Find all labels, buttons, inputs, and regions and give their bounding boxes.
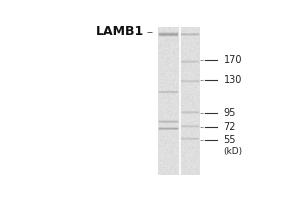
Text: 72: 72	[224, 122, 236, 132]
Text: 95: 95	[224, 108, 236, 118]
Text: 55: 55	[224, 135, 236, 145]
Text: 170: 170	[224, 55, 242, 65]
Text: 130: 130	[224, 75, 242, 85]
Text: LAMB1: LAMB1	[96, 25, 145, 38]
Text: --: --	[147, 27, 154, 37]
Text: (kD): (kD)	[224, 147, 243, 156]
